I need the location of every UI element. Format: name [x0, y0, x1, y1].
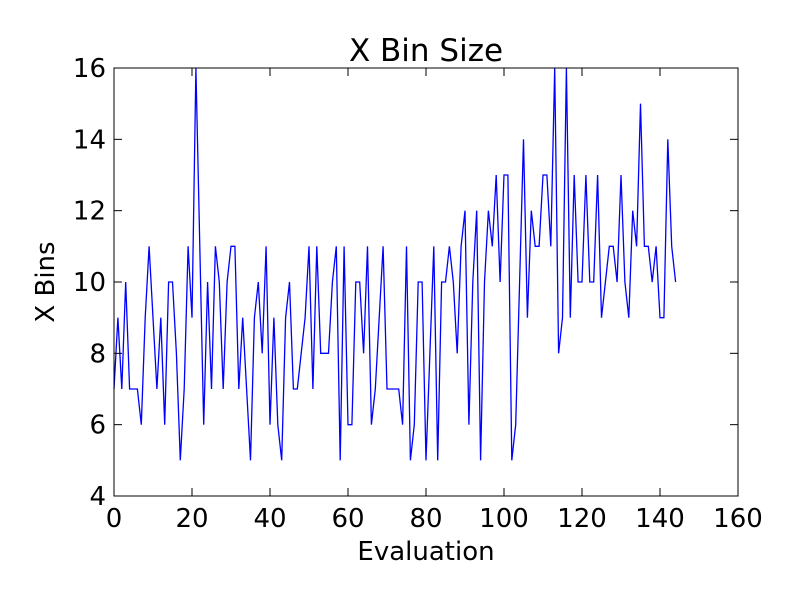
- x-tick-label: 120: [557, 504, 607, 534]
- x-tick-labels: 0 20 40 60 80 100 120 140 160: [106, 504, 763, 534]
- series-line: [113, 67, 677, 461]
- y-axis-label: X Bins: [31, 241, 61, 322]
- y-tick-label: 8: [89, 339, 106, 369]
- x-tick-label: 160: [713, 504, 763, 534]
- plot-area: [113, 67, 738, 496]
- x-tick-label: 0: [106, 504, 123, 534]
- x-tick-label: 140: [635, 504, 685, 534]
- y-tick-label: 10: [73, 268, 106, 298]
- y-tick-label: 16: [73, 54, 106, 84]
- chart-title: X Bin Size: [349, 33, 503, 69]
- y-tick-label: 14: [73, 125, 106, 155]
- x-tick-label: 100: [479, 504, 529, 534]
- y-tick-labels: 4 6 8 10 12 14 16: [73, 54, 106, 512]
- x-tick-label: 60: [331, 504, 364, 534]
- y-tick-label: 12: [73, 197, 106, 227]
- y-tick-label: 4: [89, 482, 106, 512]
- y-tick-label: 6: [89, 411, 106, 441]
- x-tick-label: 80: [409, 504, 442, 534]
- x-tick-label: 40: [253, 504, 286, 534]
- plot-background: [114, 68, 738, 496]
- x-tick-label: 20: [175, 504, 208, 534]
- x-axis-label: Evaluation: [357, 537, 494, 567]
- plot-frame: [113, 67, 739, 497]
